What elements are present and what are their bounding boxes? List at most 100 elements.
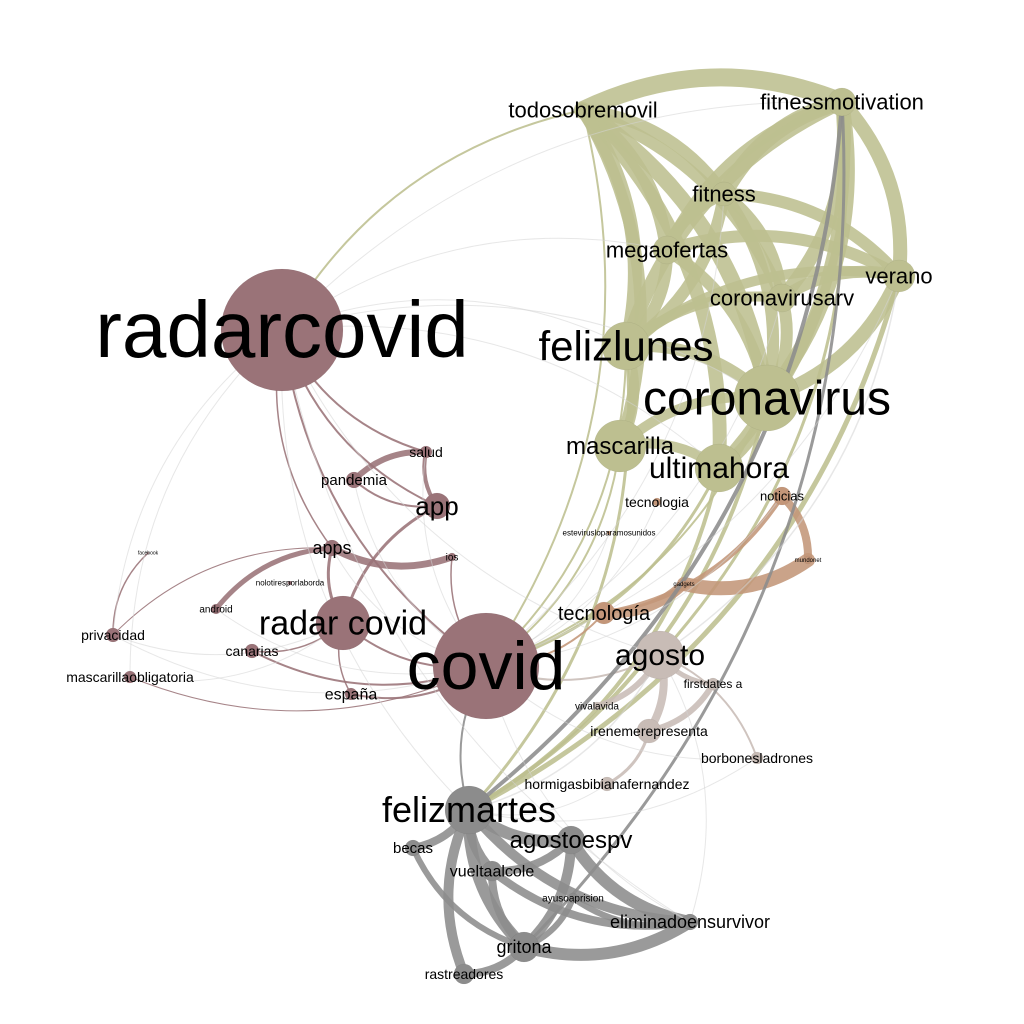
node-label-apps: apps — [312, 538, 351, 558]
node-label-privacidad: privacidad — [81, 627, 145, 643]
node-ayusoaprision[interactable] — [567, 892, 579, 904]
node-nolotiresporlaborda[interactable] — [287, 580, 293, 586]
node-label-espana: españa — [325, 686, 378, 703]
node-mascarillaobligatoria[interactable] — [123, 670, 137, 684]
edge-covid-privacidad — [112, 634, 487, 694]
node-label-gadgets: gadgets — [673, 582, 694, 588]
node-label-agosto: agosto — [615, 639, 705, 672]
edge-salud-pandemia — [351, 448, 429, 483]
node-label-fitness: fitness — [692, 181, 756, 206]
node-facebook[interactable] — [146, 551, 150, 555]
node-becas[interactable] — [404, 839, 422, 857]
node-label-borbonesladrones: borbonesladrones — [701, 750, 813, 766]
node-privacidad[interactable] — [105, 627, 121, 643]
edge-noticias-tecnologia_acc — [601, 493, 785, 616]
node-label-radarcovid: radarcovid — [95, 285, 469, 374]
edge-fitness-verano — [718, 188, 905, 282]
node-gadgets[interactable] — [680, 580, 688, 588]
node-agostoespv[interactable] — [556, 825, 586, 855]
node-label-felizmartes: felizmartes — [382, 789, 556, 830]
edge-todosobremovil-covid — [485, 109, 607, 667]
node-radar_covid[interactable] — [315, 595, 371, 651]
node-mundonet[interactable] — [803, 555, 813, 565]
node-label-ayusoaprision: ayusoaprision — [542, 893, 604, 904]
node-rastreadores[interactable] — [453, 963, 475, 985]
node-label-tecnologia_noacc: tecnologia — [625, 494, 689, 510]
node-covid[interactable] — [432, 612, 540, 720]
node-tecnologia_noacc[interactable] — [652, 497, 662, 507]
edge-becas-gritona — [410, 845, 527, 950]
edge-apps-android — [213, 545, 335, 612]
node-tecnologia_acc[interactable] — [592, 601, 616, 625]
node-canarias[interactable] — [244, 643, 260, 659]
node-hormigas[interactable] — [599, 776, 615, 792]
edge-coronavirus-covid — [485, 397, 768, 667]
node-ios[interactable] — [447, 552, 457, 562]
node-todosobremovil[interactable] — [576, 103, 590, 117]
node-coronavirusarv[interactable] — [767, 283, 797, 313]
edge-agostoespv-eliminadoensurvivor — [565, 834, 696, 928]
edge-radarcovid-felizmartes — [280, 329, 470, 811]
node-coronavirus[interactable] — [733, 364, 801, 432]
edge-fitnessmotivation-verano — [835, 95, 908, 283]
node-mascarilla[interactable] — [593, 419, 647, 473]
node-pandemia[interactable] — [345, 471, 363, 489]
node-label-ultimahora: ultimahora — [649, 452, 789, 485]
node-label-becas: becas — [393, 840, 433, 857]
edge-ayusoaprision-eliminadoensurvivor — [570, 895, 693, 929]
node-label-coronavirusarv: coronavirusarv — [710, 285, 854, 310]
edge-covid-verano — [485, 275, 900, 667]
node-firstdates[interactable] — [706, 677, 720, 691]
node-label-mascarillaobligatoria: mascarillaobligatoria — [66, 669, 194, 685]
node-label-vivalavida: vivalavida — [575, 701, 619, 712]
node-label-verano: verano — [865, 263, 932, 288]
node-eliminadoensurvivor[interactable] — [681, 913, 699, 931]
edge-radarcovid-fitnessmotivation — [281, 101, 843, 331]
edge-apps-ios — [328, 544, 456, 570]
node-label-app: app — [415, 491, 458, 521]
node-vueltaalcole[interactable] — [481, 860, 503, 882]
node-gritona[interactable] — [508, 931, 540, 963]
node-app[interactable] — [423, 492, 451, 520]
node-borbonesladrones[interactable] — [750, 751, 764, 765]
node-android[interactable] — [210, 603, 222, 615]
node-label-rastreadores: rastreadores — [425, 966, 504, 982]
node-label-felizlunes: felizlunes — [538, 322, 713, 369]
node-label-mascarilla: mascarilla — [566, 433, 675, 460]
node-label-mundonet: mundonet — [795, 558, 822, 564]
edge-covid-coronavirusarv — [485, 297, 783, 667]
node-label-agostoespv: agostoespv — [510, 827, 633, 854]
node-label-pandemia: pandemia — [321, 472, 388, 489]
node-irenemerepresenta[interactable] — [636, 718, 662, 744]
node-layer — [105, 87, 916, 985]
node-felizlunes[interactable] — [601, 321, 651, 371]
node-label-canarias: canarias — [226, 643, 279, 659]
node-fitness[interactable] — [711, 181, 737, 207]
edge-borbonesladrones-felizmartes — [468, 757, 758, 822]
node-radarcovid[interactable] — [220, 268, 344, 392]
node-agosto[interactable] — [635, 630, 685, 680]
node-label-tecnologia_acc: tecnología — [558, 603, 651, 625]
node-label-todosobremovil: todosobremovil — [508, 97, 657, 122]
node-apps[interactable] — [323, 539, 341, 557]
node-ultimahora[interactable] — [694, 443, 744, 493]
node-label-megaofertas: megaofertas — [606, 237, 728, 262]
edge-eliminadoensurvivor-agosto — [659, 654, 707, 923]
node-salud[interactable] — [419, 445, 433, 459]
node-vivalavida[interactable] — [592, 701, 602, 711]
edge-radarcovid-agosto — [281, 329, 661, 656]
edge-privacidad-apps — [112, 547, 333, 636]
edge-privacidad-facebook — [112, 552, 149, 636]
node-noticias[interactable] — [772, 486, 792, 506]
node-fitnessmotivation[interactable] — [827, 87, 857, 117]
node-felizmartes[interactable] — [444, 785, 494, 835]
node-label-ios: ios — [446, 552, 459, 563]
node-verano[interactable] — [882, 259, 916, 293]
node-label-gritona: gritona — [496, 937, 552, 957]
node-megaofertas[interactable] — [652, 235, 682, 265]
node-espana[interactable] — [344, 687, 358, 701]
edge-megaofertas-verano — [661, 229, 905, 282]
node-estevirus[interactable] — [606, 530, 612, 536]
